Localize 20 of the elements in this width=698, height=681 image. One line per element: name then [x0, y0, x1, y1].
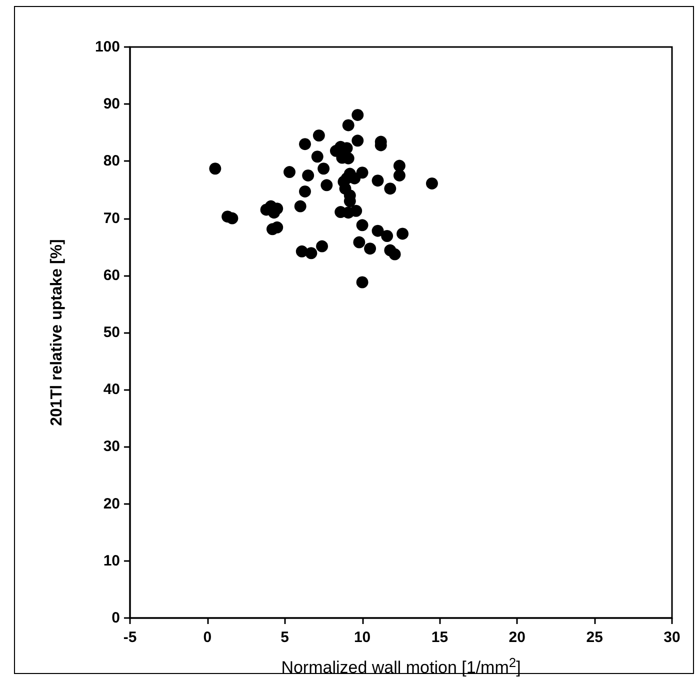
x-tick-label: 20 [508, 629, 526, 646]
y-tick-label: 100 [94, 38, 120, 56]
y-tick-label: 60 [103, 266, 120, 284]
x-tick-label: 10 [354, 629, 371, 646]
y-tick-label: 80 [103, 152, 120, 170]
y-tick-label: 0 [112, 610, 120, 626]
x-tick-label: 25 [586, 629, 603, 646]
y-tick-label: 50 [103, 324, 120, 341]
y-tick-label: 40 [103, 381, 120, 398]
y-tick-label: 20 [103, 495, 120, 512]
x-tick-label: 15 [431, 629, 448, 646]
x-tick-label: 5 [280, 629, 290, 646]
x-tick-label: 0 [203, 629, 212, 646]
x-tick-label: -5 [123, 629, 137, 646]
x-tick-label: 30 [664, 629, 680, 646]
y-tick-label: 90 [103, 96, 120, 113]
y-tick-label: 70 [103, 210, 120, 227]
y-tick-label: 10 [103, 552, 120, 570]
y-axis-title: 201Tl relative uptake [%] [48, 239, 66, 426]
y-tick-label: 30 [103, 438, 120, 456]
